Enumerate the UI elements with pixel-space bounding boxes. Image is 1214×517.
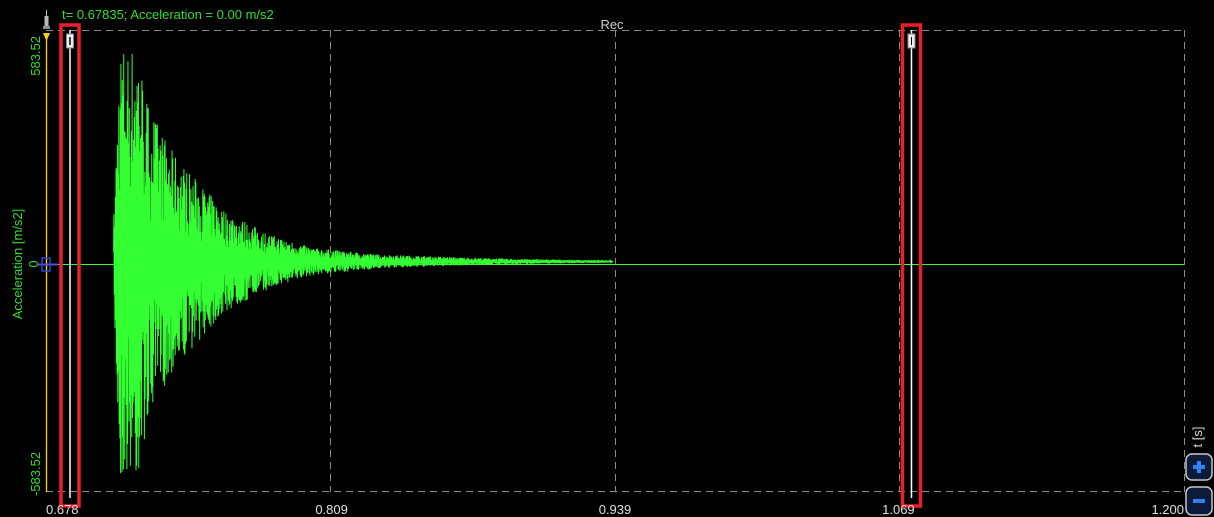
cursor-highlight-box: [59, 23, 81, 508]
x-tick-label: 0.939: [599, 502, 632, 517]
y-axis-top-marker: [43, 33, 50, 41]
grid: [46, 30, 1185, 492]
y-min-label: -583.52: [28, 452, 43, 496]
y-zero-label: 0: [26, 260, 41, 267]
cursor-highlight-box: [900, 23, 923, 508]
y-max-label: 583.52: [28, 36, 43, 76]
zoom-out-button[interactable]: [1185, 486, 1213, 516]
zoom-in-button[interactable]: [1185, 453, 1213, 481]
minus-icon: [1193, 499, 1205, 503]
x-tick-labels: 0.678 0.809 0.939 1.069 1.200: [46, 502, 1184, 517]
pin-icon: [43, 10, 50, 29]
time-cursor[interactable]: [59, 23, 81, 508]
plus-icon: [1193, 461, 1205, 473]
acceleration-series: [113, 53, 614, 474]
x-tick-label: 0.678: [46, 502, 79, 517]
x-tick-label: 1.200: [1151, 502, 1184, 517]
x-axis-label: t [s]: [1190, 427, 1205, 448]
zero-marker-icon: [38, 257, 58, 272]
x-tick-label: 1.069: [882, 502, 915, 517]
y-axis-label: Acceleration [m/s2]: [10, 209, 25, 320]
signal-layer: [113, 53, 614, 474]
time-cursor[interactable]: [900, 23, 923, 508]
cursor-layer: [59, 23, 923, 508]
x-tick-label: 0.809: [315, 502, 348, 517]
channel-label: Rec: [600, 17, 624, 32]
cursor-readout: t= 0.67835; Acceleration = 0.00 m/s2: [62, 7, 274, 22]
